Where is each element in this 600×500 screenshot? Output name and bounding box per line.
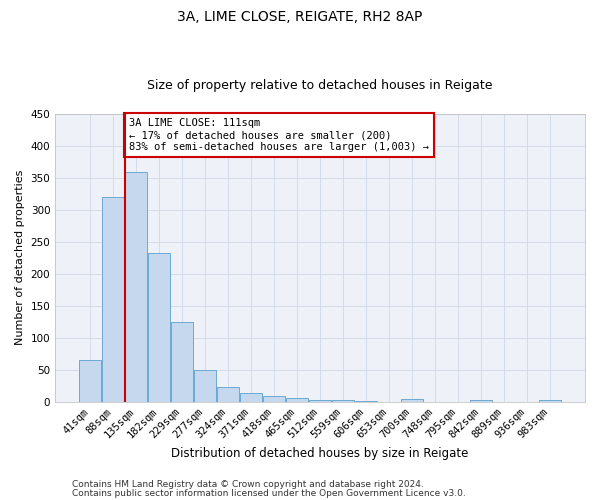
Bar	[240, 394, 262, 402]
Bar	[355, 401, 377, 402]
Bar	[79, 360, 101, 402]
Bar	[401, 399, 423, 402]
Title: Size of property relative to detached houses in Reigate: Size of property relative to detached ho…	[148, 79, 493, 92]
Y-axis label: Number of detached properties: Number of detached properties	[15, 170, 25, 346]
Bar	[217, 387, 239, 402]
Bar	[332, 400, 354, 402]
Bar	[148, 252, 170, 402]
Text: Contains public sector information licensed under the Open Government Licence v3: Contains public sector information licen…	[72, 488, 466, 498]
Bar	[470, 400, 492, 402]
Text: 3A LIME CLOSE: 111sqm
← 17% of detached houses are smaller (200)
83% of semi-det: 3A LIME CLOSE: 111sqm ← 17% of detached …	[129, 118, 429, 152]
Bar	[102, 197, 124, 402]
Bar	[125, 172, 147, 402]
Bar	[194, 370, 216, 402]
Bar	[286, 398, 308, 402]
X-axis label: Distribution of detached houses by size in Reigate: Distribution of detached houses by size …	[172, 447, 469, 460]
Text: Contains HM Land Registry data © Crown copyright and database right 2024.: Contains HM Land Registry data © Crown c…	[72, 480, 424, 489]
Text: 3A, LIME CLOSE, REIGATE, RH2 8AP: 3A, LIME CLOSE, REIGATE, RH2 8AP	[178, 10, 422, 24]
Bar	[539, 400, 561, 402]
Bar	[171, 322, 193, 402]
Bar	[263, 396, 285, 402]
Bar	[309, 400, 331, 402]
